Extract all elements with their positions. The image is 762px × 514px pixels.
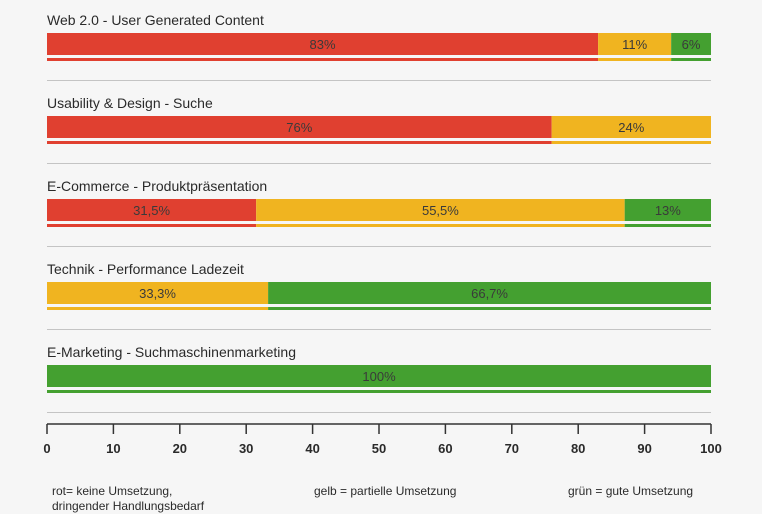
bar-underline-gelb [598, 58, 672, 61]
category-title: Technik - Performance Ladezeit [47, 261, 244, 277]
legend-red-line-2: dringender Handlungsbedarf [52, 499, 205, 513]
bar-segment-gruen [268, 282, 711, 304]
bar-underline-gelb [47, 307, 269, 310]
data-label: 13% [655, 203, 681, 218]
data-label: 66,7% [471, 286, 508, 301]
legend-green: grün = gute Umsetzung [568, 484, 694, 498]
data-label: 55,5% [422, 203, 459, 218]
data-label: 33,3% [139, 286, 176, 301]
x-tick-label: 20 [173, 441, 187, 456]
category-title: E-Commerce - Produktpräsentation [47, 178, 267, 194]
bar-underline-gruen [47, 390, 711, 393]
bar-underline-gruen [624, 224, 711, 227]
bar-segment-gelb [256, 199, 625, 221]
x-tick-label: 0 [43, 441, 50, 456]
data-label: 76% [286, 120, 312, 135]
data-label: 100% [362, 369, 396, 384]
bar-segment-gelb [598, 33, 672, 55]
data-label: 11% [622, 37, 647, 52]
x-tick-label: 40 [305, 441, 319, 456]
bar-segment-gelb [551, 116, 711, 138]
data-label: 31,5% [133, 203, 170, 218]
x-tick-label: 100 [700, 441, 722, 456]
x-tick-label: 10 [106, 441, 120, 456]
x-tick-label: 50 [372, 441, 386, 456]
legend-red: rot= keine Umsetzung, dringender Handlun… [52, 484, 204, 514]
legend-red-line-1: rot= keine Umsetzung, [52, 484, 173, 498]
bar-segment-gruen [624, 199, 711, 221]
bar-segment-rot [47, 199, 257, 221]
category-title: Usability & Design - Suche [47, 95, 213, 111]
bar-underline-rot [47, 141, 552, 144]
data-label: 6% [682, 37, 701, 52]
x-tick-label: 30 [239, 441, 253, 456]
x-tick-label: 90 [637, 441, 651, 456]
category-title: E-Marketing - Suchmaschinenmarketing [47, 344, 296, 360]
legend-yellow: gelb = partielle Umsetzung [314, 484, 457, 498]
category-title: Web 2.0 - User Generated Content [47, 12, 264, 28]
bar-segment-gruen [47, 365, 711, 387]
bar-segment-rot [47, 33, 599, 55]
bar-underline-gelb [256, 224, 625, 227]
bar-underline-rot [47, 224, 257, 227]
data-label: 24% [618, 120, 644, 135]
bar-underline-gruen [268, 307, 711, 310]
x-tick-label: 70 [505, 441, 519, 456]
bar-segment-rot [47, 116, 552, 138]
bar-underline-rot [47, 58, 599, 61]
bar-segment-gelb [47, 282, 269, 304]
x-tick-label: 60 [438, 441, 452, 456]
bar-underline-gelb [551, 141, 711, 144]
bar-segment-gruen [671, 33, 711, 55]
x-tick-label: 80 [571, 441, 585, 456]
bar-underline-gruen [671, 58, 711, 61]
data-label: 83% [310, 37, 336, 52]
